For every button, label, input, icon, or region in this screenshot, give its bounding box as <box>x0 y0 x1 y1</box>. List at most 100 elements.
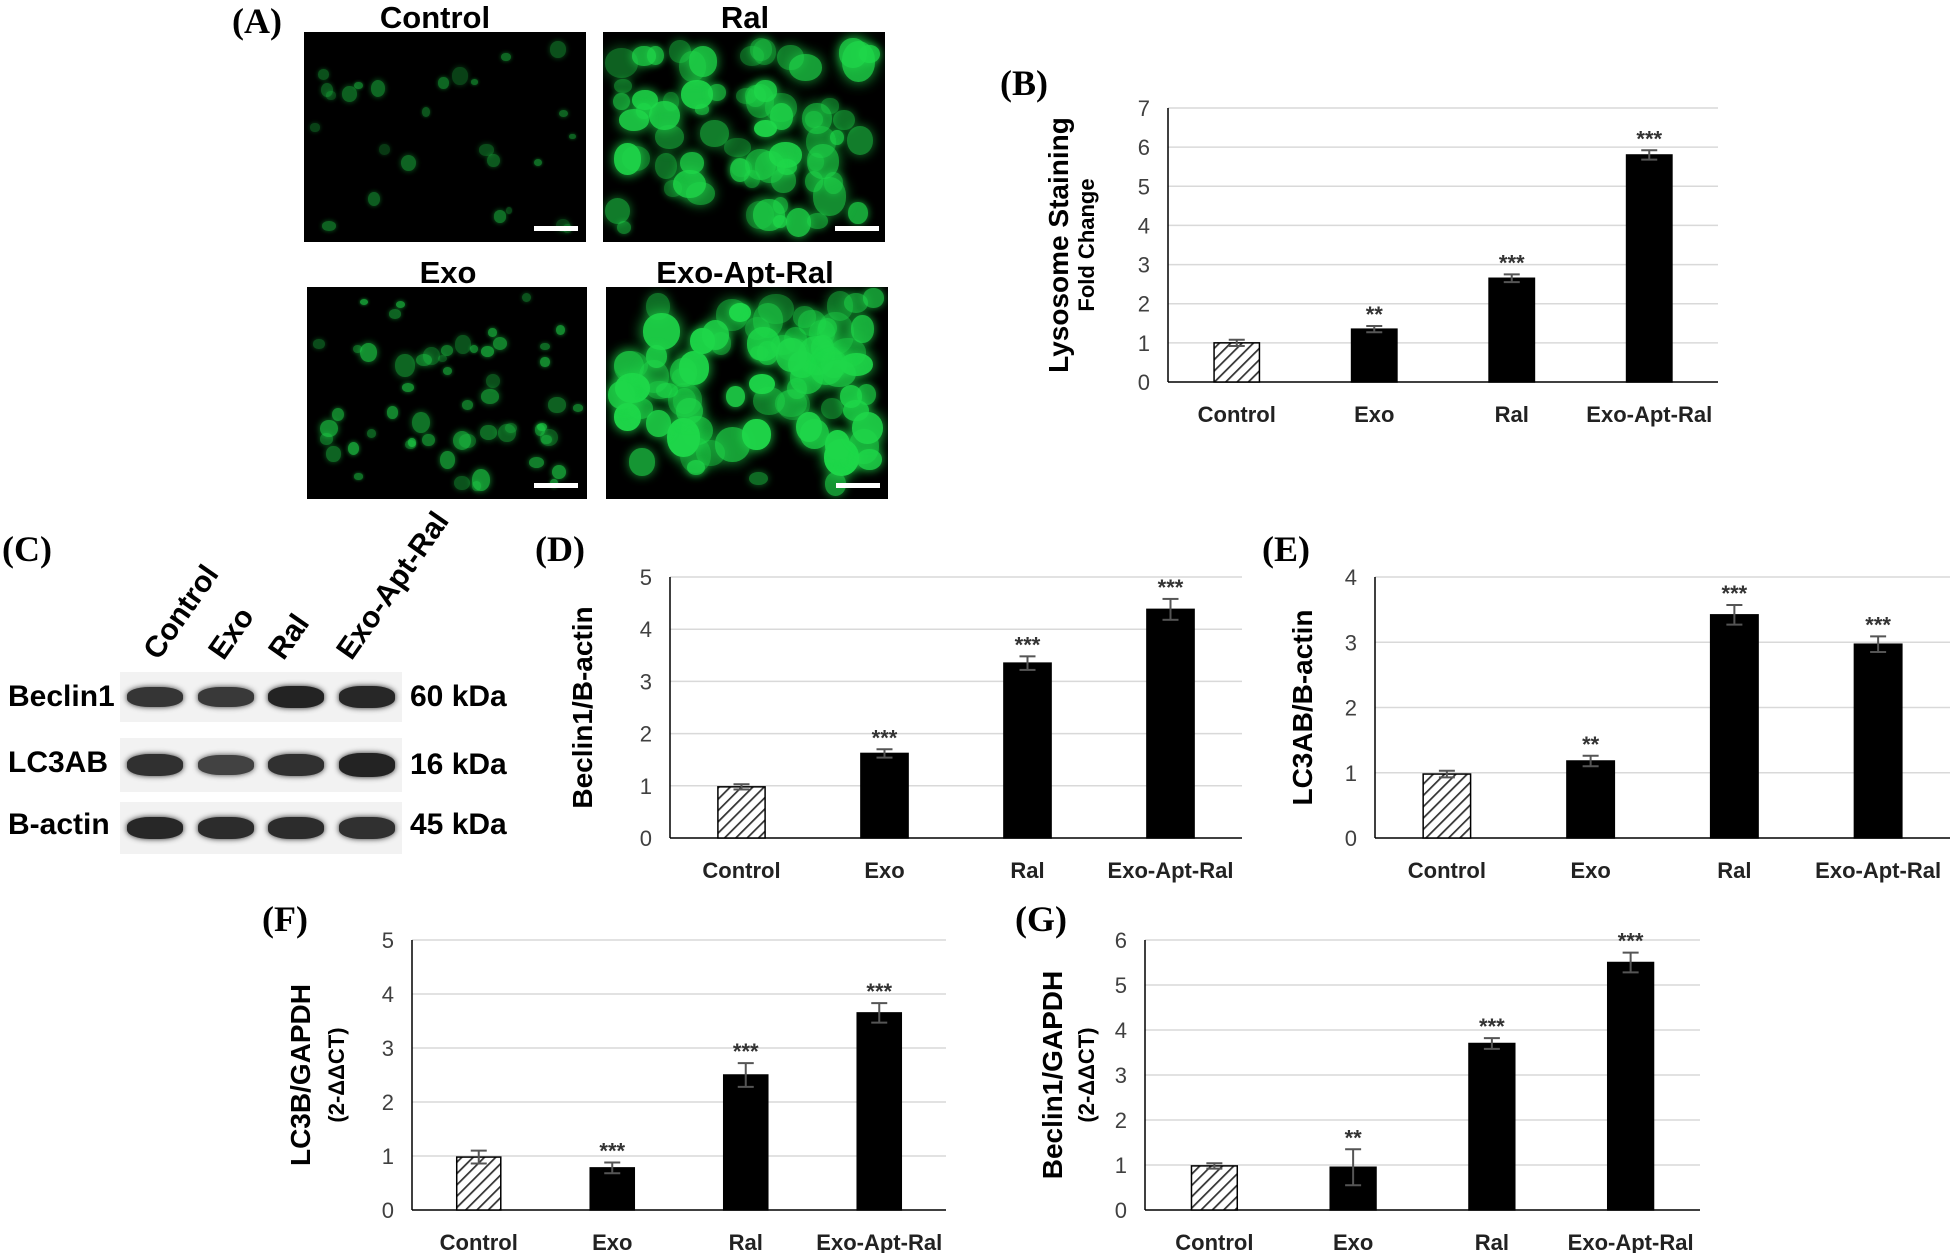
chart-g-ylabel: Beclin1/GAPDH <box>1037 971 1068 1180</box>
cell-blob <box>613 92 630 111</box>
western-blot-beclin1 <box>120 672 402 722</box>
cell-blob <box>680 151 705 174</box>
cell-blob <box>638 359 670 394</box>
cell-blob <box>501 52 511 61</box>
chart-e-ytick-label: 4 <box>1345 565 1357 590</box>
chart-g-ylabel2: (2-ΔΔCT) <box>1074 1027 1099 1122</box>
chart-e-bar-ral <box>1709 614 1759 839</box>
chart-d-ytick-label: 1 <box>640 774 652 799</box>
cell-blob <box>862 288 884 308</box>
cell-blob <box>752 303 784 338</box>
cell-blob <box>452 430 472 451</box>
cell-blob <box>341 86 358 102</box>
wb-row-label-lc3ab: LC3AB <box>8 746 109 779</box>
cell-blob <box>498 423 517 443</box>
chart-b-ylabel: Lysosome Staining <box>1043 117 1074 373</box>
panel-label-c: (C) <box>2 529 52 569</box>
chart-f-bar-control <box>455 1156 502 1211</box>
chart-f-ytick-label: 4 <box>382 982 394 1007</box>
micrograph-ral <box>603 32 885 242</box>
cell-blob <box>438 354 448 362</box>
chart-e-bar-exo <box>1566 760 1616 839</box>
cell-blob <box>647 45 665 66</box>
cell-blob <box>359 342 377 362</box>
chart-g-ytick-label: 2 <box>1115 1108 1127 1133</box>
chart-e-bar-exo-apt-ral <box>1853 643 1903 839</box>
western-blot-b-actin <box>120 802 402 854</box>
blot-band <box>197 816 254 840</box>
chart-b-ytick-label: 6 <box>1138 135 1150 160</box>
cell-blob <box>548 397 567 413</box>
cell-blob <box>521 292 531 303</box>
chart-b-significance: *** <box>1499 250 1525 275</box>
chart-f-category-label: Control <box>440 1230 518 1253</box>
cell-blob <box>325 446 341 462</box>
cell-blob <box>817 312 854 356</box>
cell-blob <box>439 450 455 469</box>
cell-blob <box>485 374 501 389</box>
chart-d-ytick-label: 2 <box>640 722 652 747</box>
cell-blob <box>331 407 344 421</box>
cell-blob <box>724 138 751 157</box>
chart-b-bar-control <box>1213 342 1261 383</box>
cell-blob <box>846 125 873 156</box>
chart-f-significance: *** <box>599 1138 625 1163</box>
chart-f-bar-ral <box>722 1074 769 1211</box>
scale-bar <box>836 483 880 488</box>
cell-blob <box>480 425 497 441</box>
cell-blob <box>654 152 678 179</box>
cell-blob <box>321 221 336 232</box>
cell-blob <box>840 453 860 469</box>
cell-blob <box>313 338 325 349</box>
chart-b-significance: *** <box>1636 126 1662 151</box>
blot-band <box>127 816 184 840</box>
cell-blob <box>820 397 843 419</box>
cell-blob <box>455 334 471 354</box>
panel-label-g: (G) <box>1015 899 1067 939</box>
chart-f-ytick-label: 5 <box>382 928 394 953</box>
chart-f-ytick-label: 0 <box>382 1198 394 1223</box>
chart-f-significance: *** <box>733 1039 759 1064</box>
cell-blob <box>400 154 416 172</box>
cell-blob <box>395 353 415 377</box>
cell-blob <box>389 308 402 319</box>
cell-blob <box>772 215 788 228</box>
cell-blob <box>319 433 334 446</box>
blot-band <box>197 686 254 708</box>
cell-blob <box>729 158 750 183</box>
cell-blob <box>379 144 391 156</box>
cell-blob <box>681 80 713 109</box>
cell-blob <box>310 123 321 132</box>
cell-blob <box>367 191 381 206</box>
cell-blob <box>462 400 474 410</box>
chart-f-ytick-label: 3 <box>382 1036 394 1061</box>
cell-blob <box>540 342 551 351</box>
chart-b-ytick-label: 1 <box>1138 331 1150 356</box>
blot-band <box>338 816 395 840</box>
cell-blob <box>411 411 431 433</box>
chart-d-category-label: Control <box>702 858 780 883</box>
chart-g-category-label: Control <box>1175 1230 1253 1253</box>
chart-g-category-label: Exo-Apt-Ral <box>1568 1230 1694 1253</box>
western-blot-lc3ab <box>120 738 402 792</box>
cell-blob <box>676 397 704 425</box>
cell-blob <box>749 38 773 61</box>
cell-blob <box>824 429 851 460</box>
cell-blob <box>654 125 684 150</box>
cell-blob <box>666 417 701 457</box>
chart-e-bar-control <box>1422 773 1472 839</box>
wb-row-label-b-actin: B-actin <box>8 808 110 841</box>
cell-blob <box>480 388 499 404</box>
cell-blob <box>443 366 453 375</box>
cell-blob <box>745 316 771 341</box>
cell-blob <box>613 143 642 175</box>
cell-blob <box>408 438 417 448</box>
wb-size-45kda: 45 kDa <box>410 808 507 841</box>
cell-blob <box>354 473 363 480</box>
chart-b-bar-exo <box>1350 328 1398 383</box>
cell-blob <box>745 201 774 230</box>
cell-blob <box>628 448 655 476</box>
cell-blob <box>752 38 776 65</box>
cell-blob <box>748 471 768 486</box>
blot-band <box>268 816 325 840</box>
